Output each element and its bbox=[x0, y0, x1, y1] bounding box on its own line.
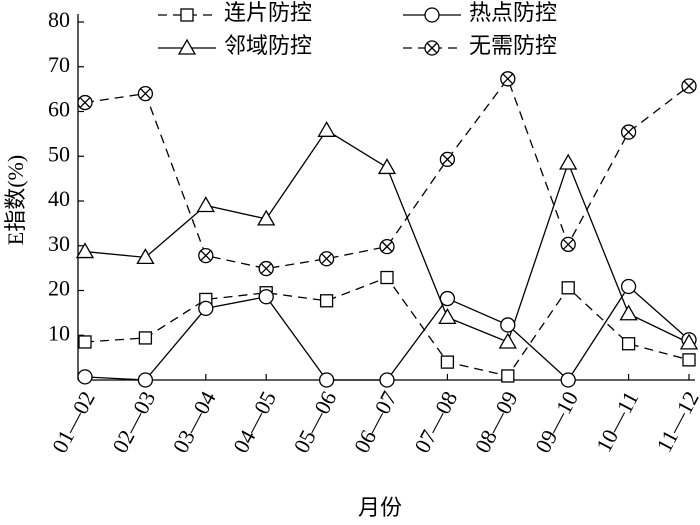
marker bbox=[138, 331, 153, 345]
marker bbox=[258, 289, 274, 305]
marker-part bbox=[441, 153, 453, 165]
marker bbox=[424, 40, 440, 56]
x-tick-label: 02—03 bbox=[107, 387, 160, 457]
y-tick-label: 60 bbox=[48, 97, 70, 122]
x-tick-label: 09—10 bbox=[530, 387, 583, 457]
marker bbox=[500, 317, 516, 333]
marker bbox=[180, 8, 194, 22]
y-tick-label: 50 bbox=[48, 141, 70, 166]
legend-label: 热点防控 bbox=[469, 0, 557, 25]
marker-part bbox=[139, 88, 151, 100]
marker bbox=[682, 353, 696, 367]
y-tick-label: 40 bbox=[48, 186, 70, 211]
marker bbox=[379, 238, 395, 255]
marker bbox=[619, 304, 638, 321]
x-axis-label: 月份 bbox=[358, 495, 402, 520]
marker bbox=[258, 260, 274, 277]
marker bbox=[560, 372, 576, 388]
marker-part bbox=[200, 250, 212, 262]
x-tick-label: 06—07 bbox=[349, 387, 402, 457]
marker bbox=[136, 248, 155, 265]
marker-part bbox=[623, 126, 635, 138]
series-line bbox=[84, 77, 690, 270]
marker bbox=[561, 281, 575, 295]
marker-part bbox=[260, 263, 272, 275]
series-line bbox=[84, 276, 690, 377]
legend-label: 邻域防控 bbox=[224, 33, 312, 58]
marker-part bbox=[562, 238, 574, 250]
marker bbox=[137, 85, 154, 102]
marker bbox=[424, 7, 440, 23]
marker-part bbox=[321, 253, 333, 265]
marker bbox=[559, 153, 578, 170]
marker bbox=[679, 333, 699, 350]
x-tick-label: 10—11 bbox=[591, 387, 644, 456]
marker bbox=[75, 242, 95, 259]
marker bbox=[257, 209, 276, 226]
marker bbox=[501, 369, 515, 383]
x-tick-label: 05—06 bbox=[288, 387, 341, 457]
marker-part bbox=[426, 42, 438, 54]
marker bbox=[77, 94, 93, 111]
marker bbox=[438, 308, 457, 325]
marker bbox=[621, 337, 636, 351]
marker bbox=[620, 278, 637, 295]
marker-part bbox=[683, 80, 695, 92]
marker bbox=[319, 294, 334, 308]
marker bbox=[198, 300, 214, 317]
x-tick-label: 04—05 bbox=[228, 387, 281, 457]
marker bbox=[317, 120, 336, 137]
legend-label: 无需防控 bbox=[469, 33, 557, 58]
y-tick-label: 80 bbox=[48, 7, 70, 32]
marker bbox=[137, 372, 154, 388]
y-tick-label: 30 bbox=[48, 231, 70, 256]
marker bbox=[560, 236, 576, 253]
marker bbox=[500, 71, 516, 87]
marker bbox=[318, 251, 335, 267]
marker bbox=[439, 290, 456, 307]
legend-label: 连片防控 bbox=[224, 0, 312, 25]
x-tick-label: 07—08 bbox=[409, 387, 462, 457]
marker-part bbox=[381, 241, 393, 253]
series-line bbox=[84, 285, 690, 381]
y-tick-label: 70 bbox=[48, 52, 70, 77]
marker bbox=[198, 247, 214, 264]
marker bbox=[196, 196, 215, 213]
x-tick-label: 03—04 bbox=[168, 387, 221, 457]
y-tick-label: 20 bbox=[48, 276, 70, 301]
y-tick-label: 10 bbox=[48, 320, 70, 345]
marker bbox=[681, 78, 697, 94]
marker bbox=[78, 335, 92, 349]
marker bbox=[620, 124, 637, 140]
marker bbox=[318, 372, 335, 388]
marker bbox=[377, 158, 397, 175]
marker bbox=[77, 369, 93, 385]
x-tick-label: 01—02 bbox=[47, 387, 100, 457]
marker bbox=[440, 355, 455, 369]
y-axis-label: E指数(%) bbox=[3, 155, 28, 245]
marker bbox=[177, 38, 197, 55]
x-tick-label: 11—12 bbox=[651, 387, 700, 456]
x-tick-label: 08—09 bbox=[470, 387, 523, 457]
marker-part bbox=[79, 97, 91, 109]
marker bbox=[379, 372, 395, 388]
marker bbox=[380, 270, 394, 285]
marker-part bbox=[502, 73, 514, 85]
marker bbox=[439, 151, 456, 168]
marker bbox=[498, 332, 517, 349]
